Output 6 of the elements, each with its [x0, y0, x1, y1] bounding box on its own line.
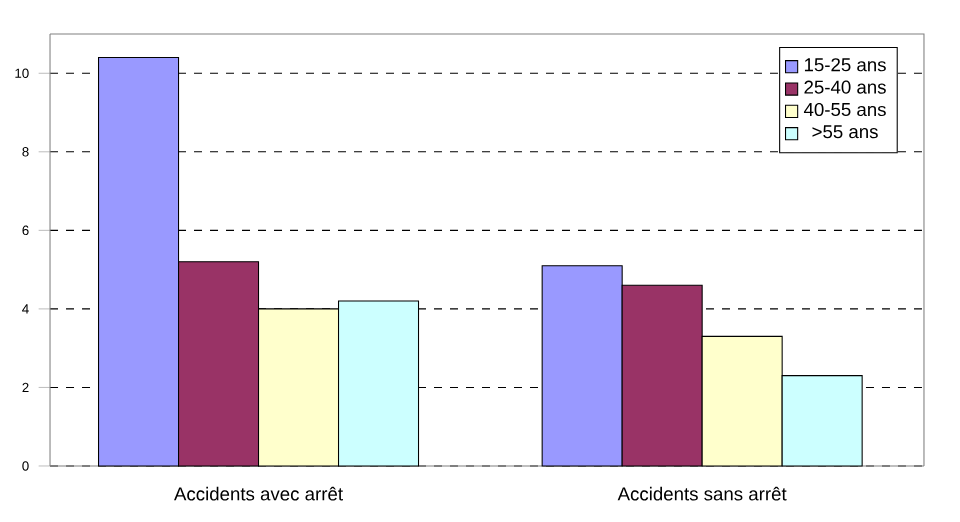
legend-label: >55 ans [812, 125, 878, 139]
x-tick-label: Accidents avec arrêt [174, 486, 343, 501]
legend-label: 25-40 ans [804, 80, 886, 94]
legend-label: 40-55 ans [803, 102, 886, 117]
legend-label: 15-25 ans [804, 58, 886, 72]
x-tick-label: Accidents sans arrêt [617, 486, 787, 501]
